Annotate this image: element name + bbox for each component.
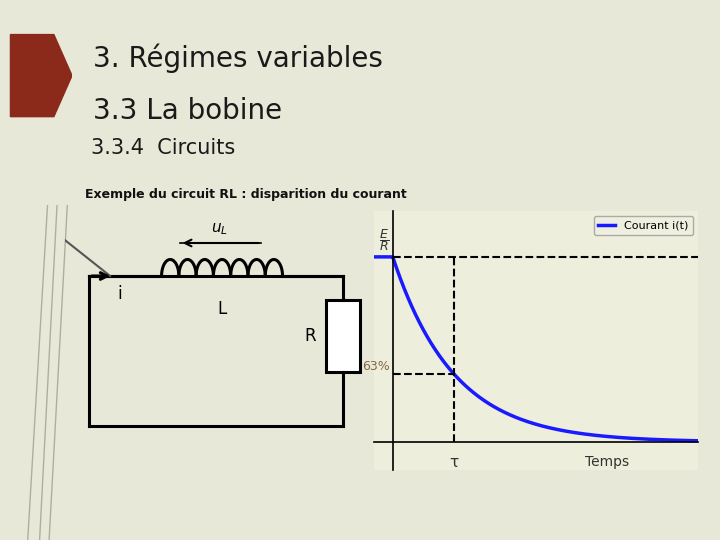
Text: 63%: 63% [362, 360, 390, 373]
Legend: Courant i(t): Courant i(t) [594, 216, 693, 235]
Courant i(t) [694, 437, 703, 444]
Text: 3.3.4  Circuits: 3.3.4 Circuits [91, 138, 235, 159]
Text: i: i [117, 285, 122, 303]
Courant i(t) [370, 254, 379, 260]
Text: τ: τ [449, 455, 459, 470]
Text: Temps: Temps [585, 455, 629, 469]
Text: $u_L$: $u_L$ [210, 221, 228, 238]
Polygon shape [11, 35, 72, 117]
Text: $u_R$: $u_R$ [392, 328, 410, 344]
Text: 3.3 La bobine: 3.3 La bobine [93, 97, 282, 125]
Line: Courant i(t): Courant i(t) [374, 257, 698, 441]
Text: 3. Régimes variables: 3. Régimes variables [93, 43, 382, 73]
Courant i(t) [561, 428, 570, 434]
Text: L: L [217, 300, 227, 318]
Text: Exemple du circuit RL : disparition du courant: Exemple du circuit RL : disparition du c… [85, 188, 406, 201]
Text: $\dfrac{E}{R}$: $\dfrac{E}{R}$ [379, 227, 390, 253]
Text: R: R [304, 327, 316, 345]
Courant i(t) [517, 416, 526, 422]
Courant i(t) [614, 434, 623, 441]
Bar [326, 300, 360, 372]
Courant i(t) [454, 375, 462, 381]
Courant i(t) [428, 341, 436, 347]
Courant i(t) [587, 431, 595, 438]
